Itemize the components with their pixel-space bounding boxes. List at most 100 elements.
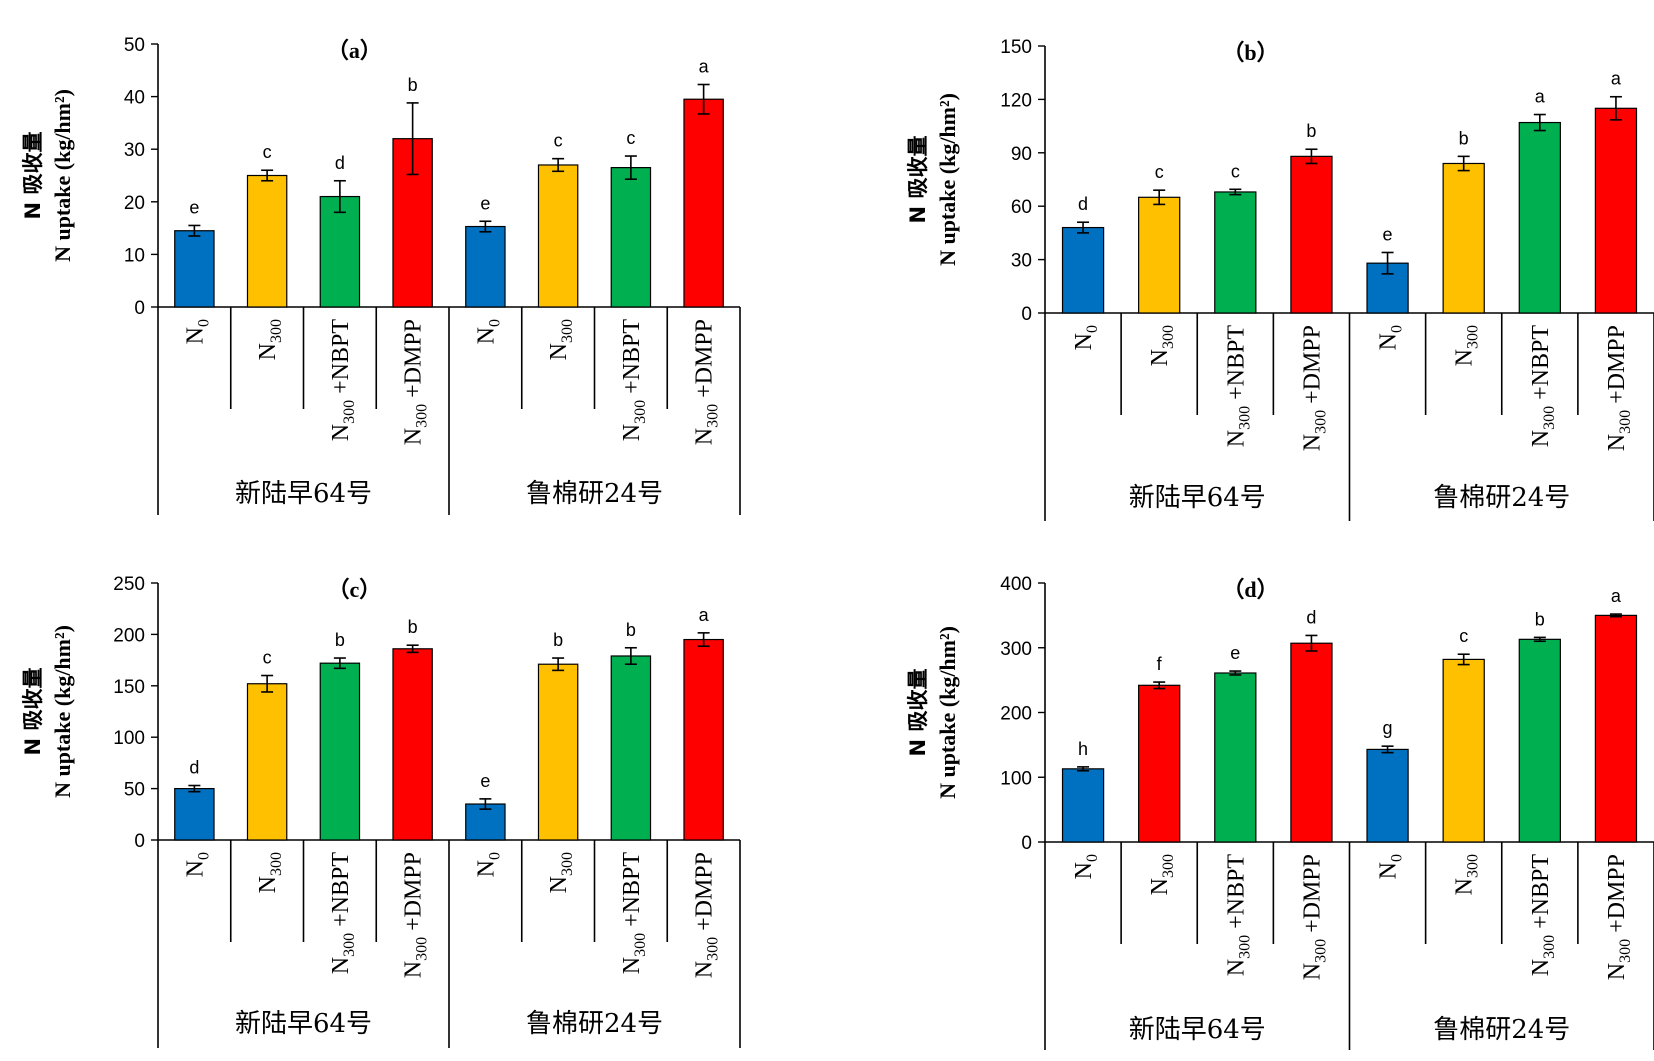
significance-label: d [189,758,199,778]
x-tick-label: N300 +DMPP [692,319,722,445]
chart-panel-d: 0 100 200 300 400 h N0 f N300 e N300 +NBPT d N300 +D… [906,574,1654,1050]
bar [1214,191,1257,314]
significance-label: e [1383,224,1393,244]
x-tick-label: N300 +DMPP [1299,854,1329,980]
x-tick-label: N0 [1376,854,1406,879]
bar [537,663,579,841]
significance-label: a [1611,69,1622,89]
y-tick-label: 90 [1011,144,1032,165]
bar [1366,748,1409,843]
bar [1138,684,1181,843]
x-tick-label: N300 +NBPT [1223,325,1253,448]
y-tick-label: 0 [1021,833,1032,854]
x-tick-label: N0 [182,852,212,877]
y-tick-label: 250 [113,574,145,595]
y-axis-title-cn: N 吸收量 [906,136,930,224]
y-tick-label: 30 [124,140,145,161]
x-tick-label: N300 +NBPT [1528,854,1558,977]
x-tick-label: N300 [1147,854,1177,895]
y-tick-label: 120 [1000,90,1032,111]
significance-label: e [480,771,490,791]
significance-label: a [699,605,710,625]
significance-label: d [1078,194,1088,214]
significance-label: b [335,630,345,650]
significance-label: a [1611,586,1622,606]
y-tick-label: 100 [113,728,145,749]
group-label: 鲁棉研24号 [1433,483,1570,513]
y-axis-title-en: N uptake (kg/hm²) [50,89,75,262]
bar [1061,226,1105,314]
significance-label: c [554,131,563,151]
bar [1518,638,1561,843]
x-tick-label: N0 [1071,854,1101,879]
x-tick-label: N300 +NBPT [619,852,649,975]
significance-label: d [335,153,345,173]
panel-title: （d） [1222,577,1278,602]
significance-label: e [189,197,199,217]
significance-label: b [1306,121,1316,141]
x-tick-label: N300 [546,852,576,893]
bar [174,787,215,841]
significance-label: b [1459,128,1469,148]
bar [1442,162,1485,314]
bar [1290,155,1333,314]
group-label: 新陆早64号 [235,1009,372,1039]
bar [1138,196,1181,314]
x-tick-label: N0 [1376,325,1406,350]
x-tick-label: N0 [1071,325,1101,350]
significance-label: b [408,75,418,95]
group-label: 鲁棉研24号 [526,1009,663,1039]
chart-panel-a: 0 10 20 30 40 50 e N0 c N300 d N300 +NBPT b N300 +DMP… [21,35,741,515]
group-label: 鲁棉研24号 [1433,1015,1570,1045]
x-tick-label: N300 [1452,325,1482,366]
significance-label: a [699,57,710,77]
bar [246,174,288,308]
y-axis-title-en: N uptake (kg/hm²) [935,93,960,266]
x-tick-label: N0 [473,319,503,344]
significance-label: c [1155,162,1164,182]
y-axis-title-cn: N 吸收量 [906,669,930,757]
significance-label: c [1459,626,1468,646]
x-tick-label: N300 [1452,854,1482,895]
bar [319,662,361,841]
x-tick-label: N300 +DMPP [1299,325,1329,451]
bar [392,648,433,841]
bar [1518,121,1561,314]
panel-title: （a） [327,38,382,63]
significance-label: b [626,620,636,640]
y-tick-label: 100 [1000,768,1032,789]
bar [465,225,506,308]
group-label: 新陆早64号 [1129,1015,1266,1045]
y-tick-label: 60 [1011,197,1032,218]
group-label: 鲁棉研24号 [526,479,663,509]
significance-label: b [1535,609,1545,629]
significance-label: c [1231,161,1240,181]
y-tick-label: 200 [113,625,145,646]
panel-title: （b） [1222,40,1278,65]
bar [1290,642,1333,843]
group-label: 新陆早64号 [235,479,372,509]
x-tick-label: N300 +NBPT [328,319,358,442]
y-tick-label: 10 [124,245,145,266]
y-tick-label: 30 [1011,251,1032,272]
y-tick-label: 150 [113,677,145,698]
significance-label: e [480,193,490,213]
significance-label: b [553,630,563,650]
y-tick-label: 400 [1000,574,1032,595]
bar [319,195,361,308]
bar [174,230,215,308]
bar [1442,658,1485,843]
x-tick-label: N300 +DMPP [1604,325,1634,451]
y-tick-label: 0 [134,831,145,852]
y-tick-label: 150 [1000,37,1032,58]
significance-label: b [408,617,418,637]
significance-label: c [263,648,272,668]
chart-panel-c: 0 50 100 150 200 250 d N0 c N300 b N300 +NBPT b N300 … [21,574,741,1048]
x-tick-label: N300 +DMPP [692,852,722,978]
bar [1594,107,1638,314]
significance-label: a [1535,87,1546,107]
significance-label: d [1306,607,1316,627]
bar [683,98,724,308]
y-tick-label: 50 [124,35,145,56]
